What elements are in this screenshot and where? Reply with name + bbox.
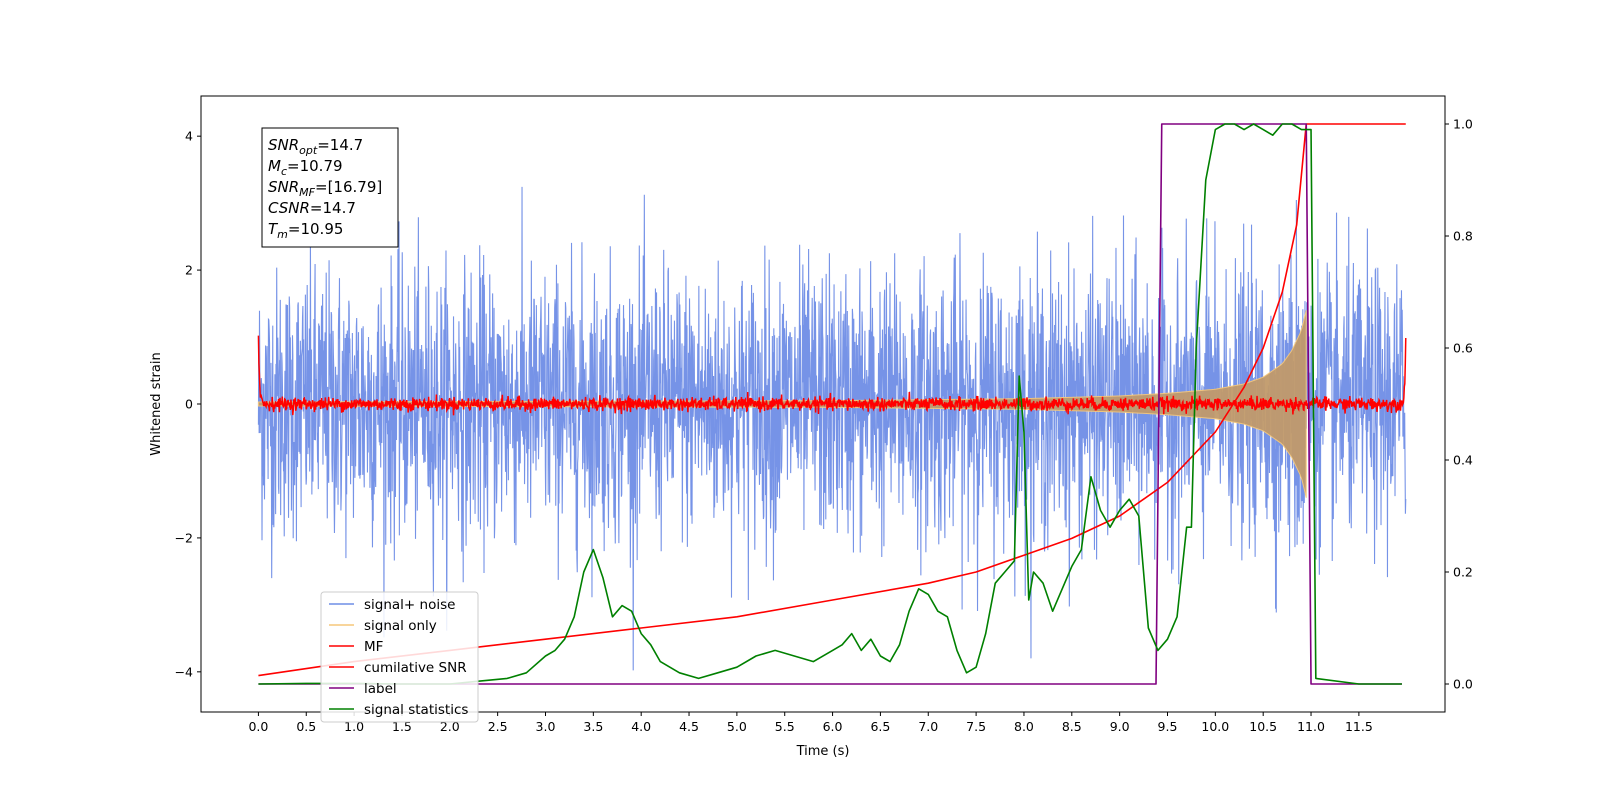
y2-tick-label: 0.0 — [1453, 677, 1473, 692]
x-tick-label: 10.0 — [1201, 719, 1229, 734]
axes: 0.0 0.5 1.0 1.5 2.0 2.5 3.0 3.5 4.0 4.5 5.0 5.5 6.0 6… — [175, 117, 1473, 735]
info-line: CSNR=14.7 — [268, 199, 356, 217]
x-tick-label: 0.0 — [248, 719, 268, 734]
x-tick-label: 11.5 — [1345, 719, 1373, 734]
plot-area — [257, 123, 1407, 685]
info-annotation: SNRopt=14.7Mc=10.79SNRMF=[16.79]CSNR=14.… — [261, 127, 399, 248]
info-line: SNRopt=14.7 — [268, 136, 363, 157]
legend-frame — [320, 591, 479, 723]
legend-label: signal+ noise — [364, 597, 455, 613]
x-axis-label: Time (s) — [796, 744, 850, 759]
x-tick-label: 1.0 — [344, 719, 364, 734]
x-tick-label: 2.5 — [488, 719, 508, 734]
x-tick-label: 5.0 — [727, 719, 747, 734]
y2-tick-label: 1.0 — [1453, 117, 1473, 132]
info-line: Mc=10.79 — [268, 157, 343, 178]
series-signal-statistics — [258, 123, 1402, 685]
x-tick-label: 1.5 — [392, 719, 412, 734]
series-mf — [257, 335, 1407, 416]
x-tick-label: 5.5 — [775, 719, 795, 734]
legend: signal+ noise signal only MF cumilative SNR… — [320, 591, 479, 723]
y-tick-label: −4 — [175, 664, 193, 679]
x-tick-label: 2.0 — [440, 719, 460, 734]
x-tick-label: 0.5 — [296, 719, 316, 734]
series-signal-noise — [257, 186, 1407, 671]
info-box-frame — [261, 127, 399, 248]
x-tick-label: 7.5 — [966, 719, 986, 734]
y-tick-label: 2 — [185, 263, 193, 278]
x-tick-label: 9.5 — [1158, 719, 1178, 734]
info-line: SNRMF=[16.79] — [268, 178, 382, 199]
x-tick-label: 6.5 — [870, 719, 890, 734]
legend-label: signal only — [364, 618, 437, 634]
y-axis-label: Whitened strain — [149, 352, 164, 455]
x-tick-label: 6.0 — [823, 719, 843, 734]
info-line: Tm=10.95 — [268, 220, 343, 241]
x-tick-label: 10.5 — [1249, 719, 1277, 734]
x-tick-label: 3.0 — [536, 719, 556, 734]
x-tick-label: 4.0 — [631, 719, 651, 734]
legend-label: MF — [364, 639, 383, 655]
x-tick-label: 4.5 — [679, 719, 699, 734]
y2-tick-label: 0.2 — [1453, 565, 1473, 580]
x-tick-label: 3.5 — [583, 719, 603, 734]
series-cumulative-snr — [258, 123, 1406, 677]
y2-tick-label: 0.8 — [1453, 229, 1473, 244]
x-tick-label: 8.5 — [1062, 719, 1082, 734]
x-tick-label: 9.0 — [1110, 719, 1130, 734]
legend-label: cumilative SNR — [364, 660, 467, 676]
y-tick-label: −2 — [175, 530, 193, 545]
x-tick-label: 7.0 — [918, 719, 938, 734]
x-tick-label: 8.0 — [1014, 719, 1034, 734]
y-tick-label: 0 — [185, 397, 193, 412]
legend-label: signal statistics — [364, 702, 468, 718]
y2-tick-label: 0.6 — [1453, 341, 1473, 356]
legend-label: label — [364, 681, 397, 697]
y-tick-label: 4 — [185, 129, 193, 144]
x-tick-label: 11.0 — [1297, 719, 1325, 734]
y2-tick-label: 0.4 — [1453, 453, 1473, 468]
